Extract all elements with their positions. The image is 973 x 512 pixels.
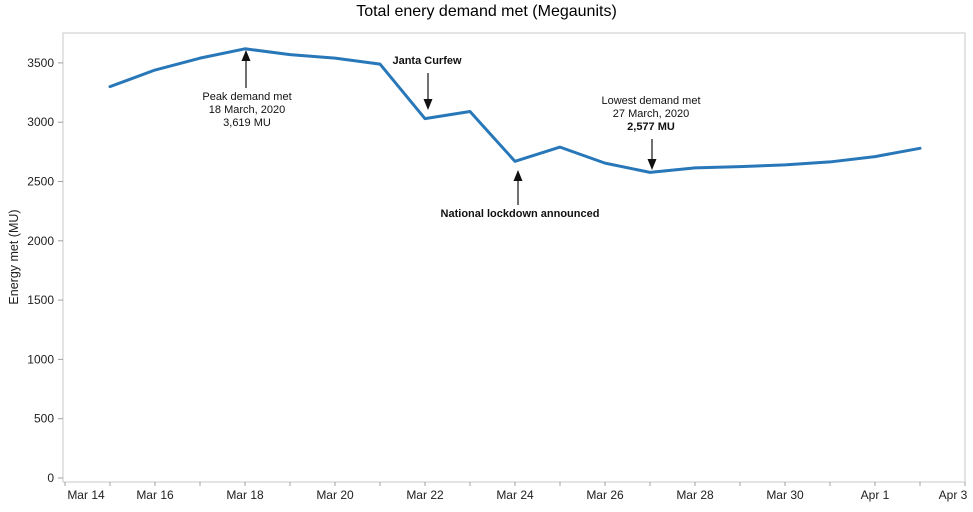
x-tick-label: Mar 30 [766,488,804,502]
x-tick-label: Mar 16 [136,488,174,502]
y-tick-label: 500 [34,412,54,426]
annotation-line: 18 March, 2020 [208,104,286,116]
annotation-national-lockdown: National lockdown announced [441,208,600,221]
x-tick-label: Mar 18 [226,488,264,502]
x-tick-label: Mar 22 [406,488,444,502]
y-tick-label: 1500 [27,293,54,307]
annotation-janta-curfew: Janta Curfew [392,55,461,68]
y-axis-label: Energy met (MU) [7,209,21,305]
annotation-arrowhead-janta-curfew [423,99,433,110]
y-tick-label: 2500 [27,175,54,189]
chart-title: Total enery demand met (Megaunits) [356,3,617,20]
x-tick-label: Mar 14 [67,488,105,502]
annotation-lowest-demand: Lowest demand met 27 March, 2020 2,577 MU [601,95,700,134]
y-tick-label: 3500 [27,56,54,70]
y-tick-label: 3000 [27,115,54,129]
plot-border [62,32,966,483]
x-tick-label: Mar 20 [316,488,354,502]
annotation-line: 2,577 MU [627,121,675,133]
x-tick-label: Mar 26 [586,488,624,502]
x-tick-label: Apr 3 [939,488,968,502]
y-tick-label: 2000 [27,234,54,248]
annotation-line: 3,619 MU [223,117,271,129]
annotation-arrowhead-national-lockdown [513,170,523,181]
annotation-line: Janta Curfew [392,55,462,67]
annotation-line: National lockdown announced [440,208,600,220]
x-tick-label: Mar 24 [496,488,534,502]
annotation-line: Lowest demand met [601,95,701,107]
demand-line [108,47,922,174]
y-tick-label: 1000 [27,352,54,366]
x-tick-label: Apr 1 [861,488,890,502]
annotation-arrowhead-peak-demand [241,50,251,61]
annotation-arrowhead-lowest-demand [647,159,657,170]
annotation-line: Peak demand met [202,91,292,103]
annotation-line: 27 March, 2020 [612,108,690,120]
x-tick-label: Mar 28 [676,488,714,502]
y-tick-label: 0 [47,471,54,485]
annotation-peak-demand: Peak demand met 18 March, 2020 3,619 MU [202,91,291,130]
